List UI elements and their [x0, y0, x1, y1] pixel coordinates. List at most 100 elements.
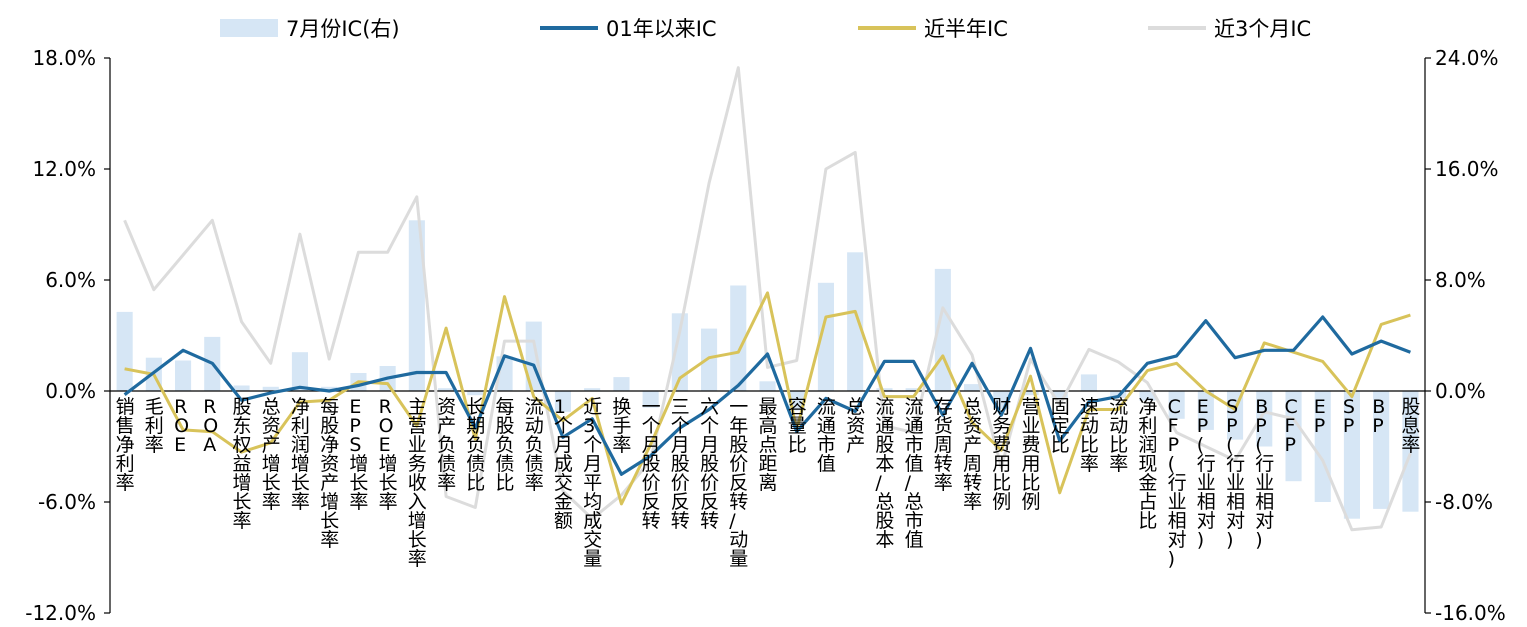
category-label: 流通市值 [817, 396, 836, 475]
right-tick-label: 0.0% [1435, 379, 1486, 403]
bar-7month-ic [847, 252, 864, 392]
category-label: 流通市值/总市值 [905, 396, 924, 551]
category-label: 销售净利率 [116, 396, 135, 494]
bar-7month-ic [175, 360, 192, 391]
category-label: 财务费用比例 [992, 396, 1011, 513]
category-label: 净利润现金占比 [1138, 396, 1157, 532]
category-label: 速动比率 [1080, 396, 1099, 475]
bar-7month-ic [1022, 391, 1039, 396]
category-label: 主营业务收入增长率 [408, 396, 427, 570]
bar-7month-ic [964, 384, 981, 391]
category-label: 长期负债比 [466, 396, 485, 494]
legend-swatch-bar [220, 19, 278, 37]
bar-7month-ic [1402, 391, 1419, 512]
bar-7month-ic [730, 285, 747, 391]
legend-label: 近半年IC [924, 17, 1008, 41]
line-series [123, 66, 1412, 532]
category-label: 三个月股价反转 [671, 396, 690, 532]
bar-7month-ic [1314, 391, 1331, 502]
bar-7month-ic [554, 391, 571, 412]
category-label: 净利润增长率 [291, 396, 310, 513]
category-label: 存货周转率 [934, 396, 953, 494]
line-half-year-ic [124, 291, 1411, 506]
bar-7month-ic [262, 386, 279, 391]
bar-7month-ic [1373, 391, 1390, 509]
category-label: 容量比 [788, 396, 807, 456]
bar-7month-ic [759, 381, 776, 391]
bar-7month-ic [671, 313, 688, 391]
right-tick-label: -16.0% [1435, 601, 1506, 625]
legend-label: 7月份IC(右) [286, 17, 400, 41]
bar-7month-ic [1080, 374, 1097, 391]
bar-7month-ic [817, 282, 834, 391]
bar-7month-ic [584, 388, 601, 391]
left-tick-label: 6.0% [45, 268, 96, 292]
bar-7month-ic [116, 311, 133, 391]
bar-7month-ic [1168, 391, 1185, 419]
bar-7month-ic [408, 220, 425, 391]
left-tick-label: 12.0% [32, 157, 96, 181]
bar-7month-ic [905, 388, 922, 391]
right-tick-label: -8.0% [1435, 490, 1493, 514]
category-label: 股东权益增长率 [233, 396, 252, 532]
category-label: B P (行业相对) [1255, 396, 1274, 551]
category-label: 一个月股价反转 [642, 396, 661, 532]
bar-7month-ic [438, 388, 455, 391]
category-label: 每股负债比 [496, 396, 515, 494]
category-label: 总资产 [846, 396, 865, 456]
bar-7month-ic [642, 391, 659, 408]
category-label: 流动负债率 [525, 396, 544, 494]
bar-7month-ic [467, 391, 484, 396]
line-01-ic [123, 315, 1411, 476]
category-label: 每股净资产增长率 [320, 396, 339, 551]
category-label: 六个月股价反转 [700, 396, 719, 532]
left-tick-label: 0.0% [45, 379, 96, 403]
right-tick-label: 16.0% [1435, 157, 1499, 181]
bar-7month-ic [1139, 391, 1156, 401]
category-label: S P (行业相对) [1226, 396, 1245, 551]
bar-7month-ic [1197, 391, 1214, 430]
category-label: 固定比 [1051, 396, 1070, 456]
bar-7month-ic [321, 386, 338, 391]
left-tick-label: 18.0% [32, 46, 96, 70]
category-label: 总资产周转率 [963, 396, 982, 513]
category-label: 近 3 个月平均成交量 [583, 396, 602, 570]
legend-label: 01年以来IC [606, 17, 717, 41]
bar-7month-ic [1051, 391, 1068, 398]
line-3month-ic [123, 66, 1412, 532]
category-label: C F P (行业相对) [1168, 396, 1187, 570]
bar-7month-ic [1285, 391, 1302, 482]
category-label: 资产负债率 [437, 396, 456, 494]
category-label: E P S 增长率 [349, 396, 368, 513]
category-label: 营业费用比例 [1022, 396, 1041, 513]
bar-7month-ic [233, 385, 250, 391]
category-label: 股息率 [1401, 396, 1420, 456]
category-label: 流动比率 [1109, 396, 1128, 475]
category-label: 流通股本/总股本 [875, 396, 894, 551]
category-label: 毛利率 [145, 396, 164, 456]
right-tick-label: 24.0% [1435, 46, 1499, 70]
bar-7month-ic [291, 352, 308, 391]
bar-7month-ic [1343, 391, 1360, 519]
category-label: E P (行业相对) [1197, 396, 1216, 551]
legend-label: 近3个月IC [1214, 17, 1311, 41]
left-tick-label: -12.0% [25, 601, 96, 625]
category-label: 一年股价反转/动量 [729, 396, 748, 570]
bar-7month-ic [613, 377, 630, 391]
category-label: 1 个月成交金额 [554, 396, 573, 532]
bar-7month-ic [876, 388, 893, 391]
category-label: 最高点距离 [759, 396, 778, 494]
legend: 7月份IC(右) 01年以来IC 近半年IC 近3个月IC [220, 17, 1311, 41]
category-label: 总资产增长率 [262, 396, 281, 513]
left-tick-label: -6.0% [38, 490, 96, 514]
category-label: 换手率 [612, 396, 631, 456]
right-tick-label: 8.0% [1435, 268, 1486, 292]
